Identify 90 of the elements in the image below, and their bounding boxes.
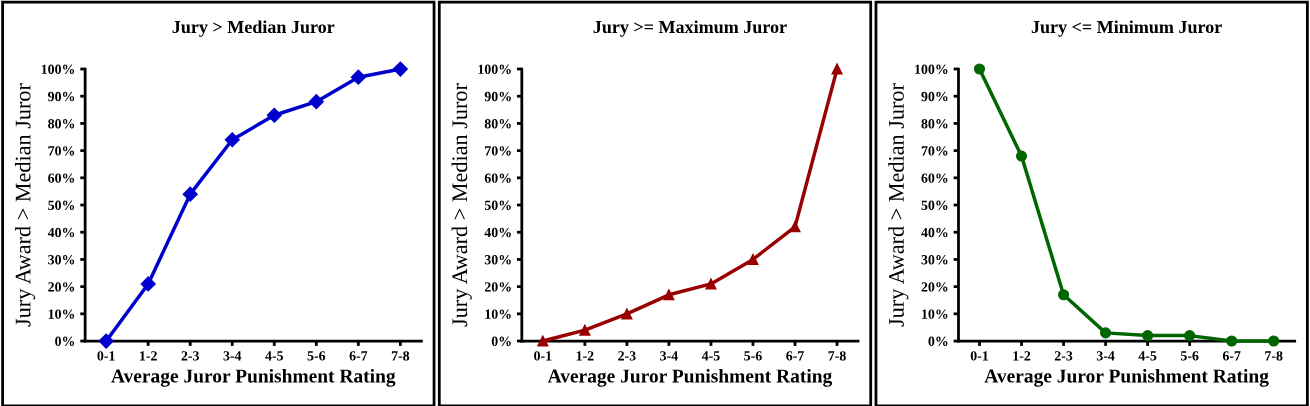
point	[350, 69, 366, 85]
y-axis-title: Jury Award > Median Juror	[14, 83, 36, 327]
y-tick-label: 100%	[478, 64, 511, 75]
x-tick-label: 4-5	[1138, 351, 1157, 361]
x-tick-label: 0-1	[97, 351, 115, 361]
y-tick-label: 20%	[484, 282, 511, 292]
point	[663, 289, 675, 301]
chart-title: Jury <= Minimum Juror	[1031, 20, 1222, 37]
point	[973, 63, 986, 75]
point	[1184, 330, 1196, 342]
y-tick-label: 30%	[921, 255, 948, 265]
x-tick-label: 6-7	[786, 351, 804, 361]
x-tick-label: 5-6	[307, 351, 326, 361]
point	[308, 94, 324, 110]
y-tick-label: 80%	[48, 119, 75, 129]
y-tick-label: 30%	[484, 255, 511, 265]
point	[1015, 150, 1028, 162]
point	[1268, 335, 1280, 347]
x-tick-label: 2-3	[618, 351, 636, 361]
x-tick-label: 1-2	[140, 351, 157, 361]
y-tick-label: 40%	[47, 227, 75, 238]
y-tick-label: 90%	[921, 91, 948, 102]
y-tick-label: 100%	[915, 64, 948, 75]
y-axis-title: Jury Award > Median Juror	[451, 83, 472, 327]
y-tick-label: 60%	[921, 173, 948, 183]
chart-title: Jury >= Maximum Juror	[593, 20, 787, 37]
point	[747, 253, 759, 265]
y-tick-label: 60%	[484, 173, 511, 183]
x-tick-label: 3-4	[660, 351, 678, 361]
point	[392, 61, 408, 77]
y-tick-label: 20%	[48, 282, 75, 292]
y-tick-label: 0%	[928, 336, 948, 347]
x-tick-label: 2-3	[1054, 351, 1073, 361]
y-axis-title: Jury Award > Median Juror	[888, 83, 909, 327]
point	[140, 276, 156, 292]
chart-title: Jury > Median Juror	[172, 20, 335, 37]
x-tick-label: 6-7	[349, 351, 368, 361]
point	[789, 221, 801, 233]
point	[579, 324, 591, 336]
y-tick-label: 50%	[48, 200, 75, 211]
x-tick-label: 0-1	[970, 351, 989, 361]
y-tick-label: 50%	[921, 200, 948, 211]
x-axis-title: Average Juror Punishment Rating	[111, 368, 396, 387]
point	[537, 335, 549, 347]
x-tick-label: 6-7	[1222, 351, 1241, 361]
y-tick-label: 100%	[41, 64, 75, 75]
point	[182, 186, 198, 202]
y-tick-label: 10%	[922, 309, 948, 319]
y-tick-label: 30%	[48, 255, 75, 265]
point	[1142, 330, 1154, 342]
point	[831, 63, 843, 75]
point	[705, 278, 717, 290]
y-tick-label: 70%	[921, 146, 948, 156]
y-tick-label: 50%	[484, 200, 511, 211]
x-tick-label: 4-5	[265, 351, 284, 361]
y-tick-label: 80%	[921, 119, 948, 129]
point	[1226, 335, 1238, 347]
x-tick-label: 2-3	[181, 351, 199, 361]
x-tick-label: 3-4	[1096, 351, 1115, 361]
y-tick-label: 40%	[484, 227, 511, 238]
x-tick-label: 1-2	[576, 351, 594, 361]
y-tick-label: 10%	[48, 309, 75, 319]
y-tick-label: 90%	[484, 91, 511, 102]
point	[621, 308, 633, 320]
y-tick-label: 90%	[48, 91, 75, 102]
y-tick-label: 20%	[921, 282, 948, 292]
y-tick-label: 60%	[48, 173, 75, 183]
point	[98, 333, 114, 349]
y-tick-label: 0%	[55, 336, 75, 347]
y-tick-label: 70%	[48, 146, 75, 156]
x-tick-label: 7-8	[828, 351, 846, 361]
point	[224, 132, 240, 148]
y-tick-label: 40%	[921, 227, 948, 238]
y-tick-label: 0%	[491, 336, 511, 347]
y-tick-label: 70%	[485, 146, 511, 156]
x-axis-title: Average Juror Punishment Rating	[547, 368, 833, 387]
x-tick-label: 4-5	[701, 351, 720, 361]
x-tick-label: 0-1	[534, 351, 552, 361]
x-tick-label: 5-6	[744, 351, 762, 361]
x-tick-label: 3-4	[223, 351, 242, 361]
x-axis-title: Average Juror Punishment Rating	[984, 368, 1269, 387]
x-tick-label: 7-8	[391, 351, 410, 361]
point	[1057, 289, 1070, 301]
y-tick-label: 80%	[484, 119, 511, 129]
x-tick-label: 5-6	[1180, 351, 1199, 361]
point	[266, 107, 282, 123]
point	[1100, 327, 1112, 339]
x-tick-label: 1-2	[1013, 351, 1031, 361]
y-tick-label: 10%	[485, 309, 511, 319]
x-tick-label: 7-8	[1265, 351, 1283, 361]
